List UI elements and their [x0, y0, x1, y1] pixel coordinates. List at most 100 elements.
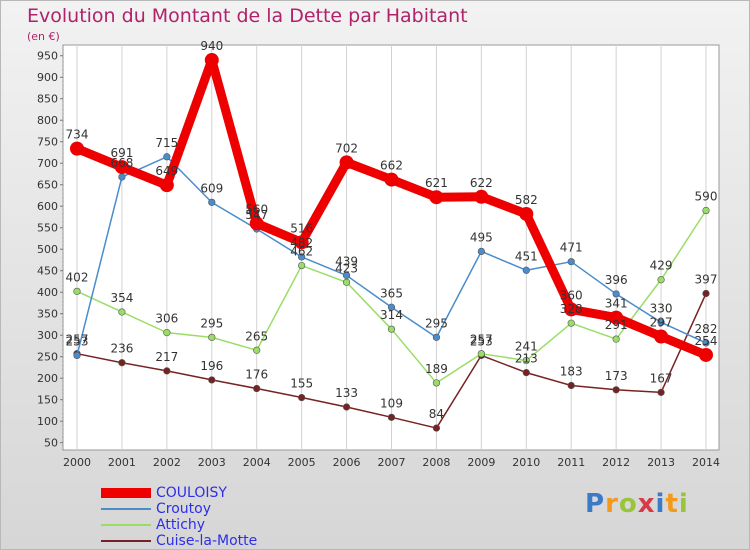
data-label: 257 [470, 333, 493, 347]
data-point [342, 271, 351, 280]
x-tick-label: 2007 [378, 456, 406, 469]
legend-label: Attichy [156, 517, 206, 533]
y-tick-label: 850 [37, 93, 58, 106]
data-label: 451 [515, 249, 538, 263]
chart-title: Evolution du Montant de la Dette par Hab… [27, 5, 468, 27]
data-label: 295 [425, 316, 448, 330]
legend-label: Croutoy [156, 501, 212, 517]
data-point [342, 278, 351, 286]
data-point [702, 339, 710, 347]
data-label: 702 [335, 141, 358, 155]
data-label: 668 [110, 156, 133, 170]
data-point [522, 369, 530, 377]
data-label: 167 [650, 371, 673, 385]
data-label: 423 [335, 261, 358, 275]
data-point [114, 160, 129, 175]
data-label: 439 [335, 254, 358, 268]
data-point [163, 329, 171, 337]
data-label: 940 [200, 39, 223, 53]
y-tick-label: 450 [37, 265, 58, 278]
data-label: 295 [200, 316, 223, 330]
y-tick-label: 750 [37, 136, 58, 149]
data-point [253, 346, 261, 354]
x-tick-label: 2006 [333, 456, 361, 469]
data-label: 341 [605, 297, 628, 311]
x-tick-label: 2014 [692, 456, 720, 469]
data-point [118, 359, 126, 367]
data-point [657, 388, 665, 396]
data-point [699, 347, 713, 362]
data-point [387, 413, 396, 421]
data-point [253, 384, 261, 393]
x-tick-label: 2002 [153, 456, 181, 469]
data-point [432, 379, 441, 387]
data-label: 109 [380, 396, 403, 410]
y-tick-label: 350 [37, 308, 58, 321]
data-point [657, 318, 665, 326]
data-point [249, 216, 264, 231]
data-point [387, 303, 396, 311]
data-point [163, 153, 171, 161]
data-point [432, 333, 441, 341]
data-point [384, 172, 399, 187]
data-point [208, 376, 216, 384]
data-point [163, 367, 171, 375]
data-point [118, 308, 126, 316]
data-point [298, 261, 306, 270]
data-label: 649 [155, 164, 178, 178]
data-point [702, 206, 710, 215]
legend-item: Attichy [101, 517, 321, 533]
data-label: 547 [245, 208, 268, 222]
data-point [387, 325, 396, 333]
data-point [298, 253, 306, 261]
data-label: 354 [110, 291, 133, 305]
y-tick-label: 150 [37, 394, 58, 407]
legend-swatch [101, 540, 151, 542]
data-point [612, 335, 620, 343]
data-label: 482 [290, 236, 313, 250]
data-label: 241 [515, 340, 538, 354]
y-tick-label: 950 [37, 50, 58, 63]
y-tick-label: 650 [37, 179, 58, 192]
data-label: 516 [290, 221, 313, 235]
data-label: 622 [470, 176, 493, 190]
data-point [477, 247, 485, 255]
data-label: 217 [155, 350, 178, 364]
data-label: 236 [110, 342, 133, 356]
data-label: 397 [695, 273, 718, 287]
data-point [208, 333, 216, 341]
data-point [657, 276, 665, 284]
chart-subtitle: (en €) [27, 30, 60, 43]
y-tick-label: 500 [37, 243, 58, 256]
x-tick-label: 2010 [512, 456, 540, 469]
data-point [654, 329, 669, 344]
data-label: 253 [66, 334, 89, 348]
y-tick-label: 550 [37, 222, 58, 235]
data-label: 402 [66, 270, 89, 284]
y-tick-label: 800 [37, 114, 58, 127]
data-label: 133 [335, 386, 358, 400]
data-point [342, 403, 351, 411]
y-tick-label: 300 [37, 329, 58, 342]
legend: COULOISY Croutoy Attichy Cuise-la-Motte [101, 485, 321, 549]
x-tick-label: 2012 [602, 456, 630, 469]
data-point [204, 53, 219, 68]
legend-swatch [101, 508, 151, 510]
data-point [73, 287, 81, 295]
data-label: 257 [66, 333, 89, 347]
data-label: 254 [695, 334, 718, 348]
data-label: 328 [560, 302, 583, 316]
x-tick-label: 2004 [243, 456, 271, 469]
legend-item: Croutoy [101, 501, 321, 517]
legend-swatch [101, 488, 151, 498]
y-tick-label: 100 [37, 415, 58, 428]
data-label: 253 [470, 334, 493, 348]
x-tick-label: 2009 [467, 456, 495, 469]
proxiti-logo: Proxiti [585, 489, 689, 519]
data-label: 291 [605, 318, 628, 332]
data-point [612, 386, 620, 394]
data-point [118, 173, 126, 181]
data-label: 662 [380, 159, 403, 173]
data-label: 297 [650, 315, 673, 329]
data-point [519, 206, 534, 221]
